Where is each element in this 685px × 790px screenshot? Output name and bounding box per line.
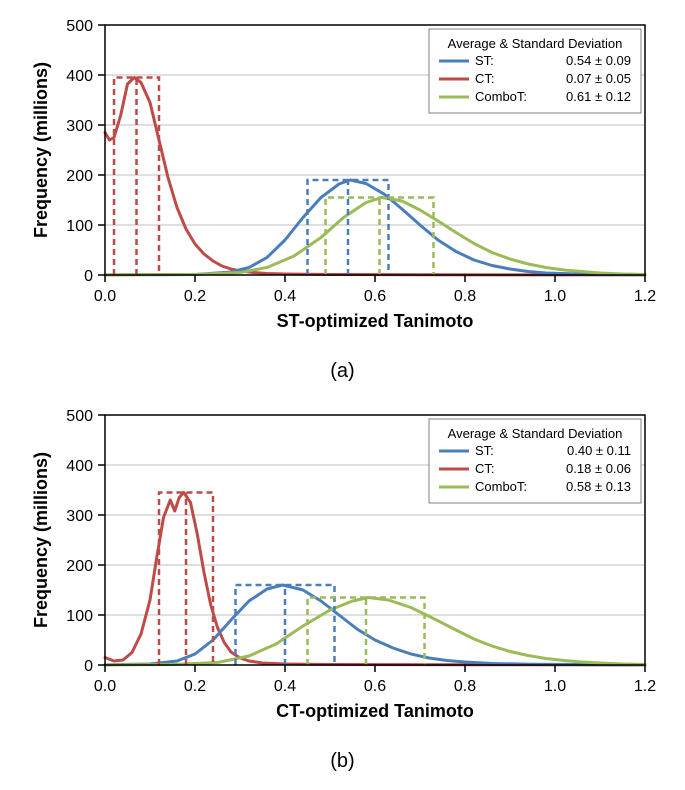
svg-text:0.6: 0.6 — [364, 678, 386, 695]
svg-text:0.07 ± 0.05: 0.07 ± 0.05 — [566, 71, 631, 86]
svg-text:0.2: 0.2 — [184, 288, 206, 305]
chart-a: 0.0 0.2 0.4 0.6 0.8 1.0 1.2 0 100 200 300 400 500 ST-… — [20, 10, 665, 340]
svg-text:1.0: 1.0 — [544, 678, 566, 695]
svg-text:Average & Standard Deviation: Average & Standard Deviation — [448, 426, 623, 441]
svg-text:0: 0 — [84, 658, 93, 675]
svg-text:500: 500 — [66, 18, 93, 35]
svg-text:200: 200 — [66, 168, 93, 185]
svg-text:0.8: 0.8 — [454, 678, 476, 695]
svg-text:0.18 ± 0.06: 0.18 ± 0.06 — [566, 461, 631, 476]
svg-text:CT:: CT: — [475, 461, 495, 476]
svg-text:0.61 ± 0.12: 0.61 ± 0.12 — [566, 89, 631, 104]
figure-container: 0.0 0.2 0.4 0.6 0.8 1.0 1.2 0 100 200 300 400 500 ST-… — [0, 0, 685, 790]
svg-text:ST:: ST: — [475, 53, 494, 68]
svg-text:0.0: 0.0 — [94, 678, 116, 695]
panel-b: 0.0 0.2 0.4 0.6 0.8 1.0 1.2 0 100 200 300 400 500 CT-… — [20, 400, 665, 770]
svg-text:0.54 ± 0.09: 0.54 ± 0.09 — [566, 53, 631, 68]
svg-text:0.4: 0.4 — [274, 288, 296, 305]
svg-text:300: 300 — [66, 508, 93, 525]
svg-text:1.0: 1.0 — [544, 288, 566, 305]
svg-text:ST:: ST: — [475, 443, 494, 458]
svg-text:ComboT:: ComboT: — [475, 89, 527, 104]
svg-text:0.0: 0.0 — [94, 288, 116, 305]
svg-text:0.2: 0.2 — [184, 678, 206, 695]
svg-text:ST-optimized Tanimoto: ST-optimized Tanimoto — [277, 311, 474, 331]
chart-b: 0.0 0.2 0.4 0.6 0.8 1.0 1.2 0 100 200 300 400 500 CT-… — [20, 400, 665, 730]
svg-text:100: 100 — [66, 218, 93, 235]
svg-text:0.40 ± 0.11: 0.40 ± 0.11 — [567, 443, 631, 458]
svg-text:CT:: CT: — [475, 71, 495, 86]
svg-text:0.6: 0.6 — [364, 288, 386, 305]
svg-text:0.58 ± 0.13: 0.58 ± 0.13 — [566, 479, 631, 494]
svg-text:100: 100 — [66, 608, 93, 625]
svg-text:400: 400 — [66, 68, 93, 85]
svg-text:Frequency (millions): Frequency (millions) — [31, 452, 51, 628]
svg-text:0: 0 — [84, 268, 93, 285]
panel-a: 0.0 0.2 0.4 0.6 0.8 1.0 1.2 0 100 200 300 400 500 ST-… — [20, 10, 665, 380]
svg-text:CT-optimized Tanimoto: CT-optimized Tanimoto — [276, 701, 474, 721]
svg-text:0.8: 0.8 — [454, 288, 476, 305]
svg-text:200: 200 — [66, 558, 93, 575]
sublabel-b: (b) — [20, 750, 665, 773]
svg-text:ComboT:: ComboT: — [475, 479, 527, 494]
svg-text:300: 300 — [66, 118, 93, 135]
svg-text:Frequency (millions): Frequency (millions) — [31, 62, 51, 238]
svg-text:0.4: 0.4 — [274, 678, 296, 695]
svg-text:1.2: 1.2 — [634, 678, 656, 695]
svg-text:Average & Standard Deviation: Average & Standard Deviation — [448, 36, 623, 51]
sublabel-a: (a) — [20, 360, 665, 383]
svg-text:1.2: 1.2 — [634, 288, 656, 305]
svg-text:400: 400 — [66, 458, 93, 475]
svg-text:500: 500 — [66, 408, 93, 425]
